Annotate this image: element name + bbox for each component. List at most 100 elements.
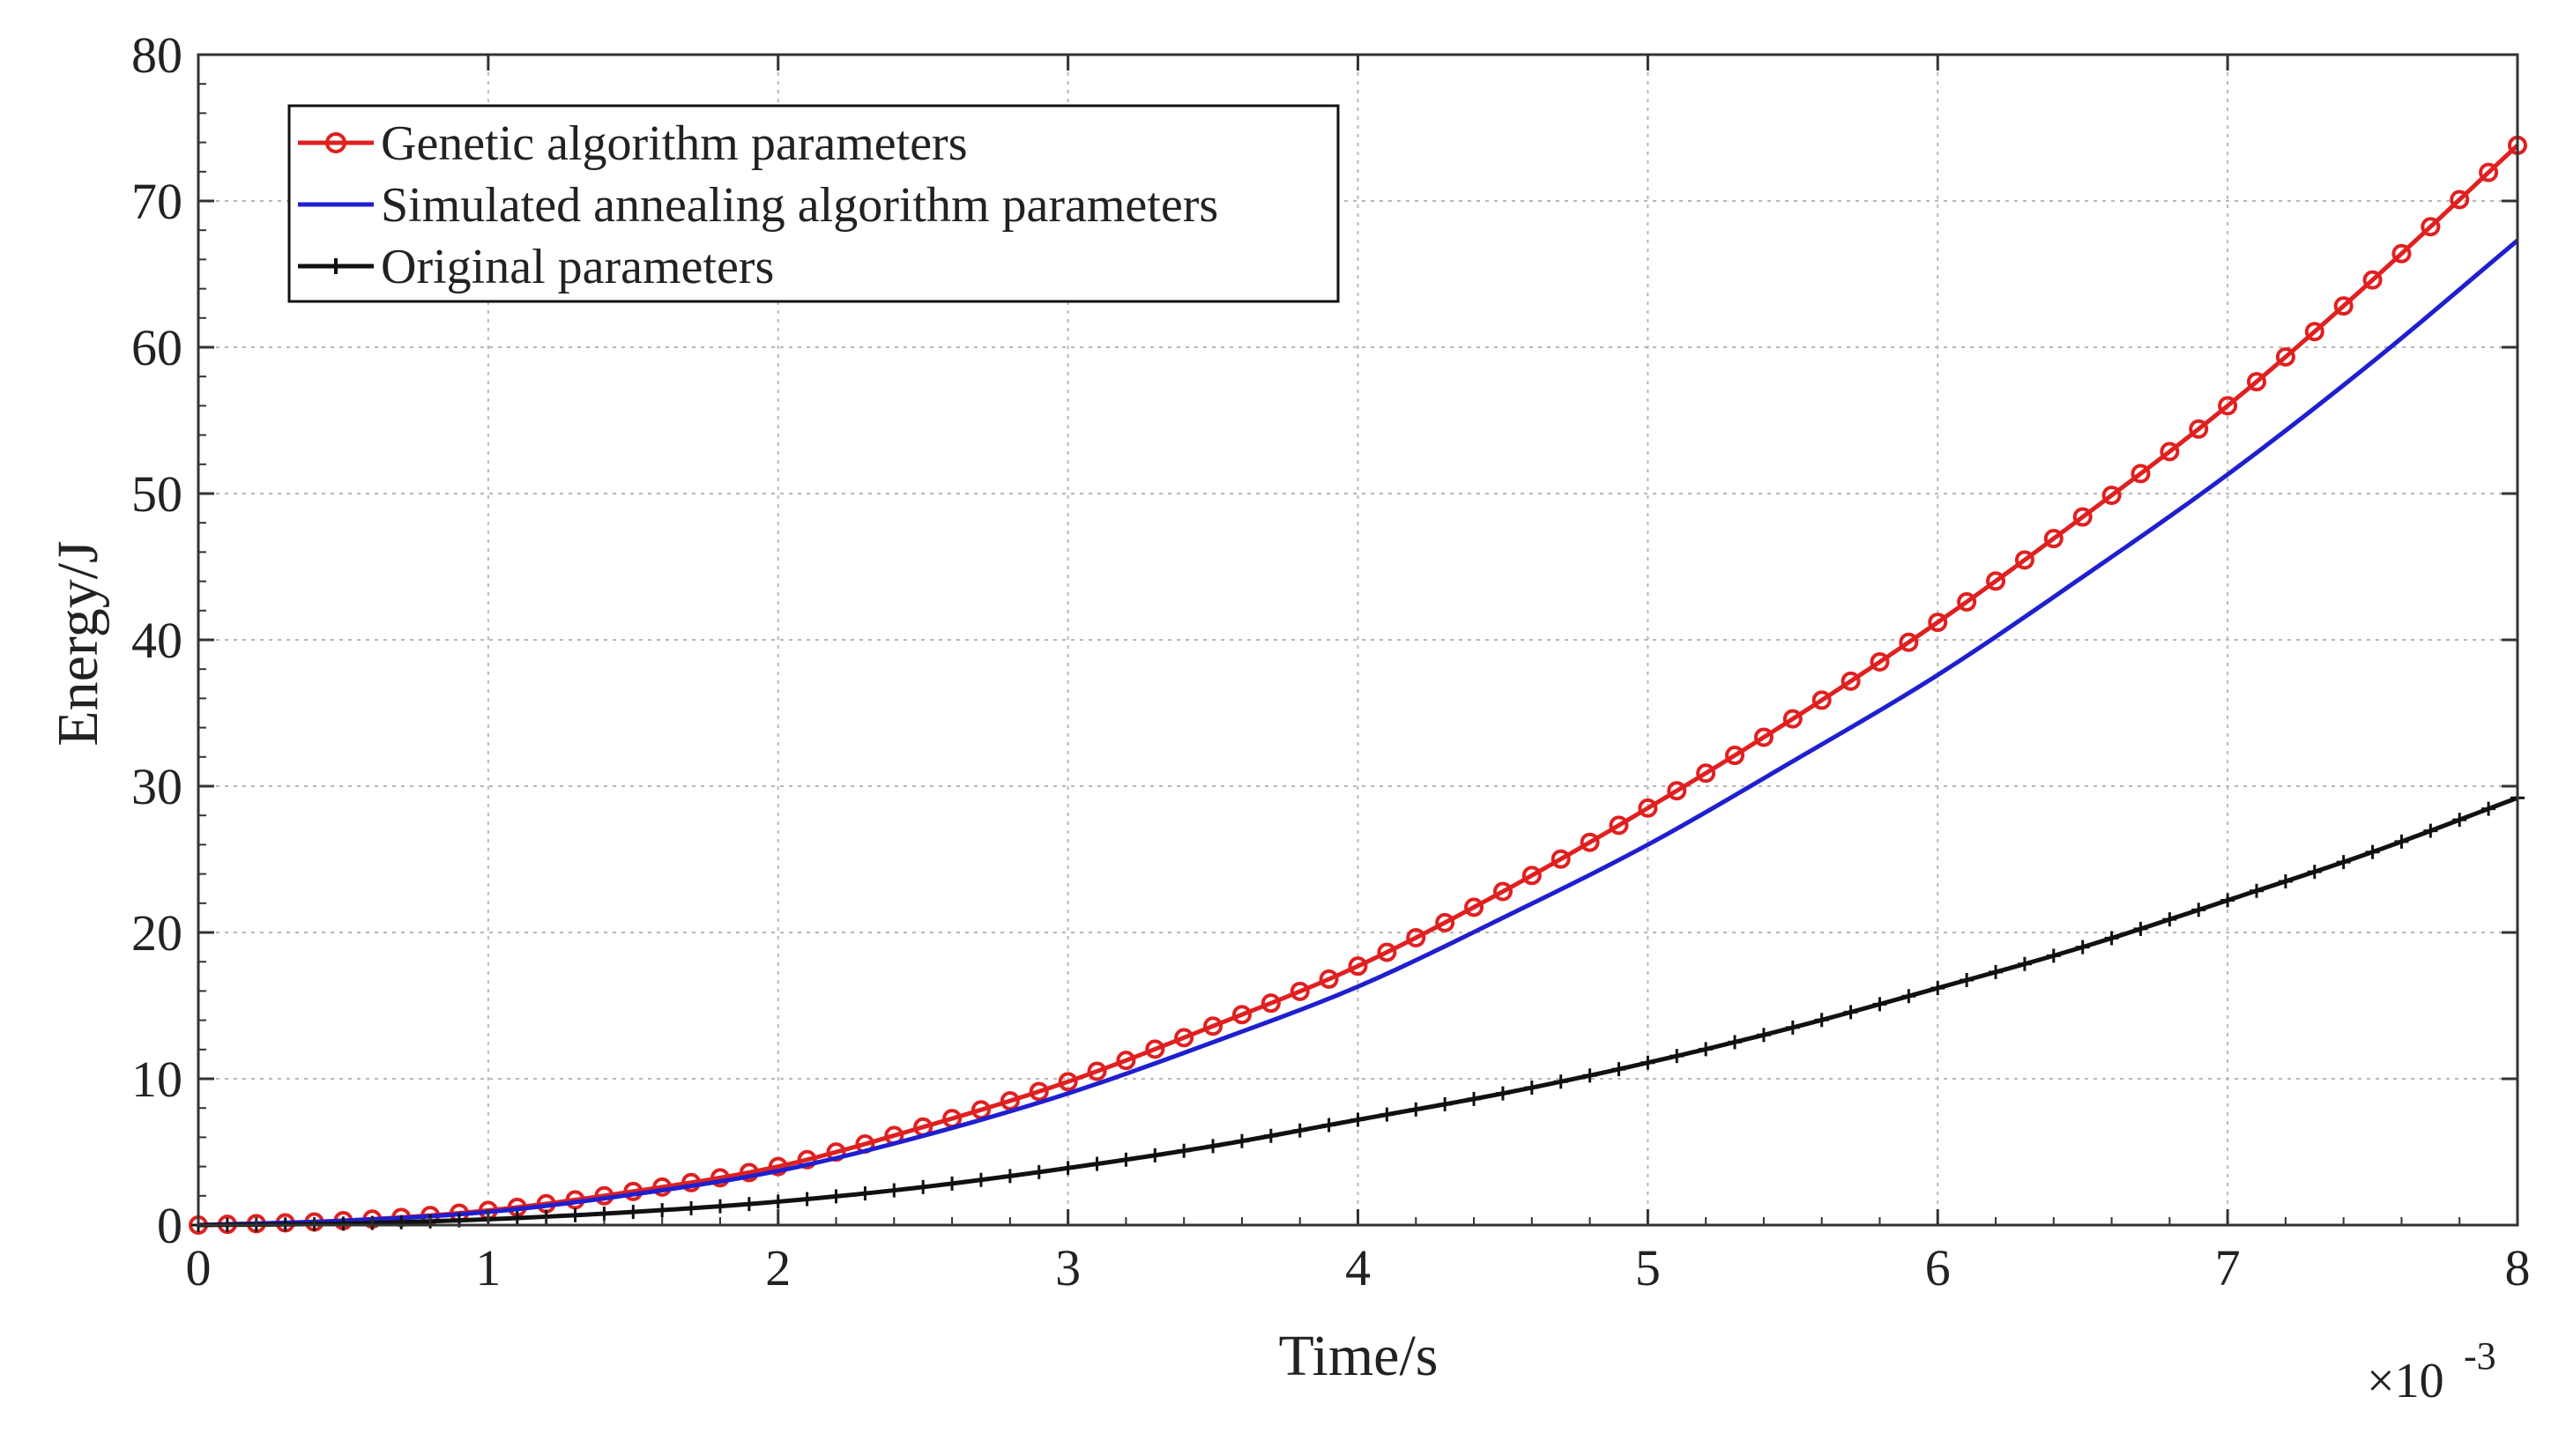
x-axis-title: Time/s [1279,1324,1439,1388]
data-point [739,1163,759,1183]
data-point [1000,1091,1020,1111]
data-point [2191,903,2206,917]
data-point [1350,1112,1365,1127]
data-point [1002,1169,1017,1184]
data-point [1670,1049,1685,1064]
data-point [1870,652,1890,672]
data-point [2391,243,2412,264]
data-point [1177,1143,1192,1158]
data-point [800,1192,814,1207]
x-tick-label: 0 [186,1239,212,1296]
y-tick-label: 30 [131,758,182,815]
data-point [1060,1161,1075,1176]
data-point [1435,912,1455,932]
data-point [1899,632,1919,652]
x-tick-label: 5 [1635,1239,1661,1296]
y-tick-label: 10 [131,1051,182,1108]
data-point [741,1197,756,1212]
data-point [1290,981,1310,1001]
x-exponent-base: ×10 [2367,1354,2444,1408]
data-point [1231,1005,1252,1025]
data-point [1814,1013,1829,1028]
y-tick-label: 40 [131,612,182,669]
data-point [2046,948,2061,963]
x-exponent-power: -3 [2464,1334,2496,1378]
data-point [1699,1042,1714,1057]
data-point [1872,997,1887,1012]
data-point [2307,865,2322,880]
data-point [1782,709,1803,729]
data-point [1292,1123,1307,1138]
data-point [1119,1152,1134,1167]
data-point [2218,396,2238,416]
series-line [197,238,2519,1228]
data-point [1261,993,1281,1014]
data-point [2017,956,2032,971]
data-point [1409,1102,1424,1117]
x-tick-label: 8 [2505,1239,2531,1296]
data-point [1551,849,1571,869]
data-point [2247,372,2267,392]
data-point [1553,1074,1568,1089]
data-point [2075,940,2090,955]
data-point [829,1189,844,1204]
data-point [2043,529,2064,549]
data-point [2133,921,2148,936]
data-point [1206,1139,1221,1154]
data-point [1090,1156,1104,1171]
legend: Genetic algorithm parameters Simulated an… [287,104,1340,303]
data-point [2421,217,2441,237]
data-point [2304,322,2324,342]
data-point [1725,746,1745,766]
data-point [1467,1091,1482,1106]
data-point [2104,931,2119,946]
data-point [1234,1133,1249,1148]
data-point [1464,897,1484,917]
data-point [1841,671,1861,691]
data-point [655,1203,670,1218]
data-point [2101,486,2122,506]
data-point [1406,927,1426,947]
legend-box [287,104,1340,303]
y-tick-label: 0 [157,1197,182,1254]
data-point [887,1183,902,1198]
data-point [2481,801,2496,816]
data-point [1058,1072,1078,1092]
data-point [945,1176,960,1191]
data-point [509,1210,524,1225]
data-point [858,1186,873,1201]
data-point [1986,571,2006,591]
data-point [1492,881,1513,902]
legend-label: Genetic algorithm parameters [381,116,968,171]
series-line [197,144,2519,1228]
data-point [1145,1039,1165,1059]
legend-item: Genetic algorithm parameters [298,116,968,171]
data-point [1524,1081,1539,1096]
x-tick-label: 2 [765,1239,791,1296]
data-point [1753,727,1774,747]
y-tick-label: 80 [131,26,182,84]
data-point [1901,989,1916,1004]
data-point [2452,813,2467,828]
data-point [1203,1016,1223,1036]
data-point [973,1172,988,1187]
data-point [684,1200,699,1215]
x-tick-label: 4 [1345,1239,1371,1296]
data-point [336,1216,351,1231]
legend-marker [325,132,346,153]
data-point [1174,1028,1194,1048]
data-point [1989,964,2004,979]
data-point [2365,844,2380,859]
data-point [770,1194,785,1209]
data-point [1960,972,1975,987]
y-axis-title: Energy/J [46,540,110,746]
y-tick-label: 70 [131,173,182,230]
data-point [1380,1107,1394,1122]
data-point [394,1215,409,1229]
data-point [2394,834,2409,849]
data-point [2189,419,2209,439]
data-point [2250,883,2265,898]
data-point [797,1149,817,1170]
